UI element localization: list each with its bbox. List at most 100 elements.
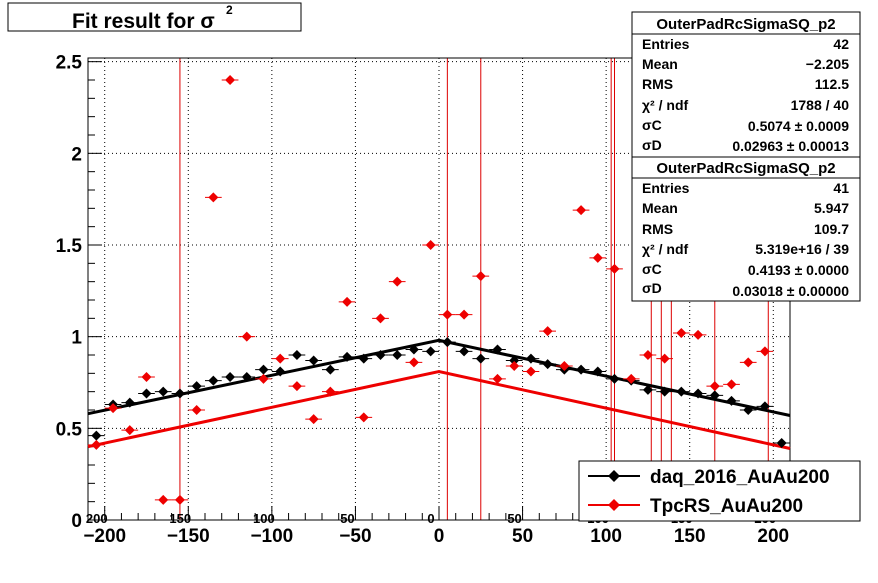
data-point (693, 329, 704, 340)
data-point (342, 351, 353, 362)
data-point (174, 494, 185, 505)
x-inner-tick-label: 0 (427, 511, 434, 526)
data-point (258, 364, 269, 375)
data-point (208, 192, 219, 203)
stats-value-mean: −2.205 (806, 56, 849, 72)
stats-value-entries: 41 (833, 180, 849, 196)
data-point (358, 353, 369, 364)
data-point (659, 386, 670, 397)
data-point (492, 344, 503, 355)
x-tick-label: 0 (434, 526, 445, 547)
stats-label-sigma-c: σC (642, 261, 662, 277)
data-point (676, 328, 687, 338)
data-point (325, 364, 336, 375)
stats-label-sigma-d: σD (642, 137, 662, 153)
data-point (709, 381, 720, 392)
data-point (141, 388, 152, 399)
data-point (642, 384, 653, 395)
data-point (743, 357, 754, 368)
data-point (726, 395, 737, 406)
stats-label-sigma-d: σD (642, 280, 662, 296)
stats-box-title: OuterPadRcSigmaSQ_p2 (656, 16, 835, 33)
x-inner-tick-label: 100 (253, 511, 275, 526)
data-point (759, 401, 770, 412)
axes-layer: −200200−150150−100100−505000505010010015… (56, 53, 790, 547)
title-text: Fit result for σ (72, 10, 215, 33)
data-point (225, 372, 236, 382)
data-point (275, 366, 286, 377)
y-tick-label: 2.5 (56, 53, 83, 74)
data-point (308, 414, 319, 425)
data-point (542, 359, 553, 370)
data-point (291, 350, 302, 360)
data-point (425, 240, 436, 250)
data-point (425, 346, 436, 357)
x-inner-tick-label: 150 (169, 511, 191, 526)
data-point (459, 346, 470, 357)
x-tick-label: −200 (83, 526, 126, 547)
y-tick-label: 2 (71, 144, 82, 165)
fit-line (87, 369, 791, 450)
stats-label-rms: RMS (642, 221, 673, 237)
stats-value-sigma-c: 0.5074 ± 0.0009 (748, 118, 849, 134)
x-tick-label: 100 (590, 526, 622, 547)
data-point (592, 366, 603, 377)
x-inner-tick-label: 50 (507, 511, 521, 526)
stats-label-chi2: χ² / ndf (642, 241, 688, 257)
y-tick-label: 0.5 (56, 419, 83, 440)
stats-label-rms: RMS (642, 76, 673, 92)
data-point (592, 252, 603, 263)
x-tick-label: 200 (757, 526, 789, 547)
data-point (358, 412, 369, 423)
data-point (659, 353, 670, 364)
data-point (559, 361, 570, 371)
data-point (676, 386, 687, 397)
data-point (609, 373, 620, 384)
x-tick-label: −50 (339, 526, 371, 547)
data-point (776, 438, 787, 448)
data-point (743, 405, 754, 415)
data-point (408, 344, 419, 355)
data-point (375, 313, 386, 324)
data-point (124, 425, 135, 436)
data-point (609, 263, 620, 274)
data-point (158, 494, 169, 505)
data-point (475, 271, 486, 282)
stats-label-sigma-c: σC (642, 117, 662, 133)
data-point (241, 331, 252, 342)
y-tick-label: 1.5 (56, 236, 83, 257)
data-point (492, 373, 503, 384)
stats-value-entries: 42 (833, 36, 849, 52)
data-point (408, 357, 419, 368)
legend-marker-tpcrs (608, 499, 620, 511)
title-box: Fit result for σ 2 (7, 2, 302, 33)
fit-line (87, 338, 791, 417)
x-tick-label: −150 (167, 526, 210, 547)
data-point (626, 373, 637, 384)
data-point (241, 372, 252, 382)
stats-value-rms: 112.5 (815, 76, 849, 92)
data-point (693, 388, 704, 399)
data-point (542, 326, 553, 337)
data-point (509, 361, 520, 371)
data-point (191, 381, 202, 392)
data-point (709, 390, 720, 401)
x-tick-label: 50 (512, 526, 533, 547)
fit-lines-layer (87, 338, 791, 450)
legend: daq_2016_AuAu200 TpcRS_AuAu200 (578, 460, 861, 522)
x-inner-tick-label: 200 (86, 511, 108, 526)
data-point (642, 350, 653, 360)
data-point (291, 381, 302, 392)
data-point (108, 403, 119, 414)
stats-box-tpcrs: OuterPadRcSigmaSQ_p2 Entries 41 Mean 5.9… (631, 156, 861, 302)
legend-marker-daq (608, 470, 620, 482)
data-point (325, 386, 336, 397)
data-point (392, 276, 403, 287)
x-inner-tick-label: 50 (340, 511, 354, 526)
data-point (158, 386, 169, 397)
data-point (91, 430, 102, 441)
data-point (576, 205, 587, 216)
stats-box-daq: OuterPadRcSigmaSQ_p2 Entries 42 Mean −2.… (631, 11, 861, 159)
data-point (91, 439, 102, 450)
